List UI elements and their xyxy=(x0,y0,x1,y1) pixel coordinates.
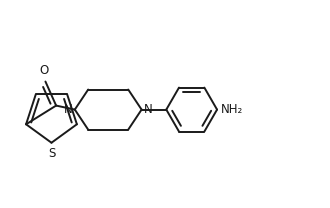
Text: NH₂: NH₂ xyxy=(220,103,243,116)
Text: N: N xyxy=(144,103,153,116)
Text: O: O xyxy=(40,64,49,77)
Text: N: N xyxy=(63,103,72,116)
Text: S: S xyxy=(48,147,55,160)
